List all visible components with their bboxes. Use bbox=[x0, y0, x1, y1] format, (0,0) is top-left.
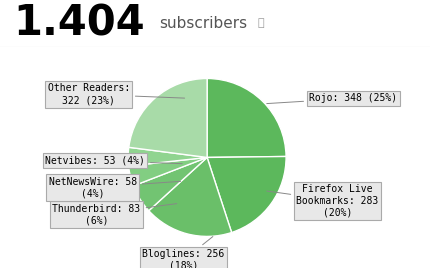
Text: Netvibes: 53 (4%): Netvibes: 53 (4%) bbox=[45, 156, 182, 166]
Wedge shape bbox=[129, 79, 207, 158]
Text: Firefox Live
Bookmarks: 283
(20%): Firefox Live Bookmarks: 283 (20%) bbox=[267, 184, 378, 217]
Text: ⓘ: ⓘ bbox=[258, 18, 264, 28]
Wedge shape bbox=[129, 158, 207, 186]
Text: NetNewsWire: 58
(4%): NetNewsWire: 58 (4%) bbox=[49, 177, 181, 198]
Wedge shape bbox=[128, 147, 207, 166]
Text: Rojo: 348 (25%): Rojo: 348 (25%) bbox=[267, 93, 397, 104]
Text: Bloglines: 256
(18%): Bloglines: 256 (18%) bbox=[142, 237, 224, 268]
Text: subscribers: subscribers bbox=[159, 16, 247, 31]
Wedge shape bbox=[207, 157, 286, 233]
Wedge shape bbox=[149, 158, 232, 236]
Text: Thunderbird: 83
(6%): Thunderbird: 83 (6%) bbox=[52, 203, 177, 225]
Text: Other Readers:
322 (23%): Other Readers: 322 (23%) bbox=[48, 83, 184, 105]
Text: 1.404: 1.404 bbox=[13, 2, 144, 44]
Wedge shape bbox=[207, 79, 286, 158]
Wedge shape bbox=[133, 158, 207, 211]
